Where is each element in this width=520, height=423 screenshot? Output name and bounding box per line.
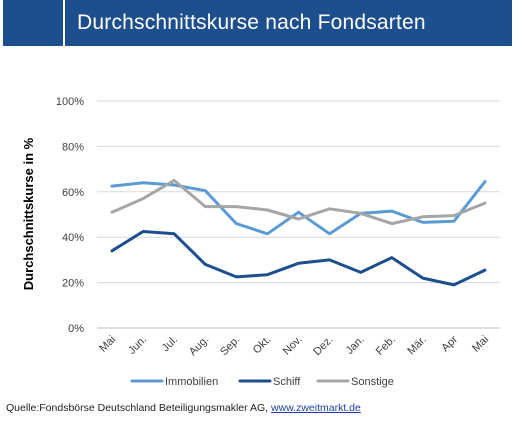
line-chart: 0% 20% 40% 60% 80% 100% Mai Jun. Jul. Aug. Sep. Ok… <box>21 96 500 388</box>
legend-label: Immobilien <box>165 376 218 388</box>
x-tick-label: Sep. <box>218 334 242 358</box>
y-axis-label: Durchschnittskurse in % <box>21 137 36 290</box>
logo-block <box>3 0 65 46</box>
x-tick-labels: Mai Jun. Jul. Aug. Sep. Okt. Nov. Dez. Jan. Feb. M… <box>97 333 491 358</box>
x-tick-label: Feb. <box>374 334 398 358</box>
chart-legend: Immobilien Schiff Sonstige <box>130 376 394 388</box>
y-tick-label: 40% <box>62 232 84 244</box>
chart-grid <box>97 100 500 329</box>
header-bar: Durchschnittskurse nach Fondsarten <box>3 0 512 46</box>
y-tick-label: 0% <box>68 323 84 335</box>
series-lines <box>110 178 487 287</box>
x-tick-label: Aug. <box>187 334 211 358</box>
legend-label: Sonstige <box>351 376 394 388</box>
y-tick-label: 100% <box>56 96 84 108</box>
x-tick-label: Okt. <box>251 334 274 357</box>
x-tick-label: Jul. <box>160 334 181 355</box>
source-note: Quelle:Fondsbörse Deutschland Beteiligun… <box>6 402 361 414</box>
source-text: Quelle:Fondsbörse Deutschland Beteiligun… <box>6 402 271 414</box>
legend-label: Schiff <box>273 376 301 388</box>
series-line-immobilien <box>110 180 487 236</box>
x-tick-label: Dez. <box>311 334 335 358</box>
x-tick-label: Mai <box>470 334 491 355</box>
x-tick-label: Jun. <box>126 334 149 357</box>
y-tick-labels: 0% 20% 40% 60% 80% 100% <box>56 96 84 335</box>
source-link[interactable]: www.zweitmarkt.de <box>270 402 361 414</box>
series-line-schiff <box>110 230 487 287</box>
y-tick-label: 60% <box>62 187 84 199</box>
y-tick-label: 20% <box>62 278 84 290</box>
x-tick-label: Jan. <box>344 334 367 357</box>
x-tick-label: Mär. <box>405 334 429 358</box>
page-title: Durchschnittskurse nach Fondsarten <box>77 11 426 34</box>
x-tick-label: Nov. <box>281 334 305 358</box>
series-line-sonstige <box>110 178 487 226</box>
x-tick-label: Mai <box>97 334 118 355</box>
y-tick-label: 80% <box>62 141 84 153</box>
x-tick-label: Apr <box>439 333 460 354</box>
